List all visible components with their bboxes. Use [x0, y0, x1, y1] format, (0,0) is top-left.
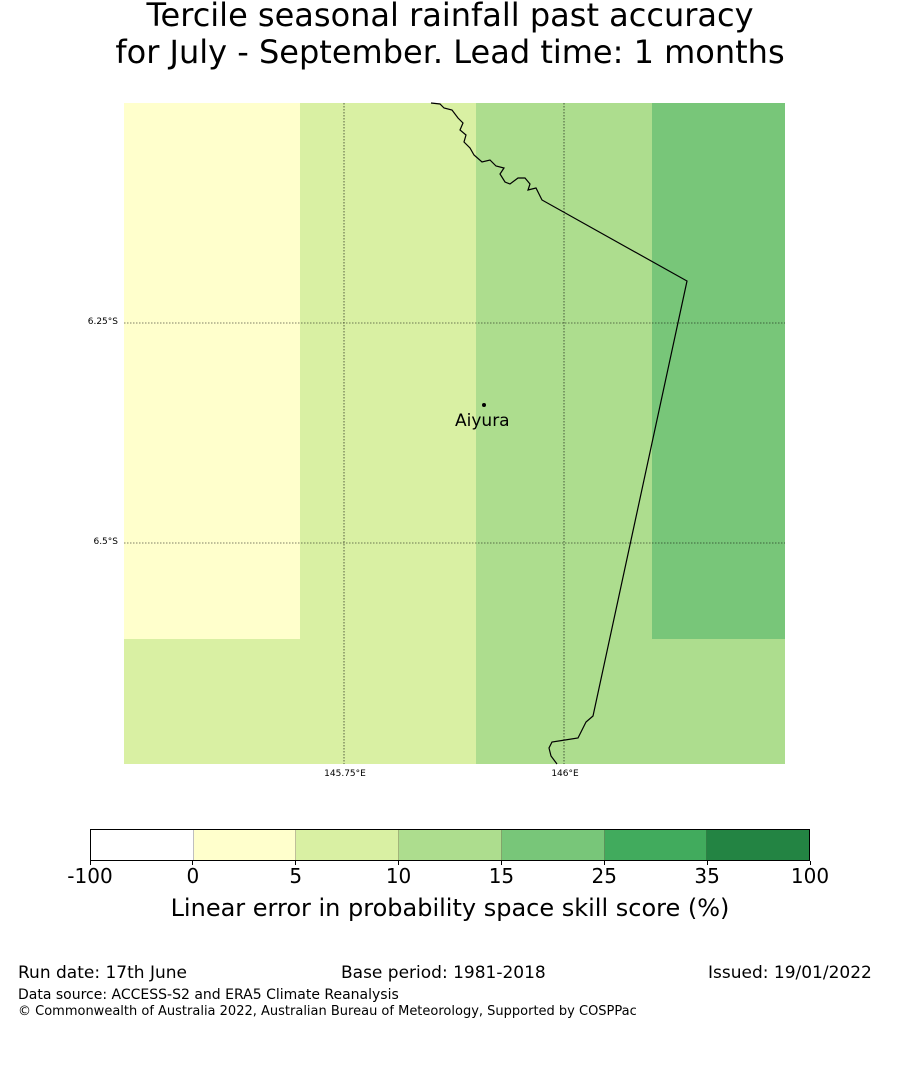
colorbar-tick-mark: [192, 861, 194, 865]
colorbar-tick-mark: [500, 861, 502, 865]
colorbar-segment: [501, 830, 605, 860]
chart-title-line-2: for July - September. Lead time: 1 month…: [115, 33, 785, 71]
run-date: Run date: 17th June: [18, 963, 187, 983]
gridlines: [124, 103, 785, 764]
lat-label-6-5: 6.5°S: [93, 537, 118, 547]
grid-cell: [652, 103, 785, 639]
grid-cell: [300, 639, 476, 764]
lat-label-6-25: 6.25°S: [87, 317, 118, 327]
colorbar-tick-mark: [89, 861, 91, 865]
colorbar-tick-mark: [398, 861, 400, 865]
grid-cell: [652, 639, 785, 764]
boundary-line: [430, 102, 688, 765]
colorbar-tick-mark: [706, 861, 708, 865]
copyright: © Commonwealth of Australia 2022, Austra…: [18, 1004, 637, 1019]
colorbar-segment: [707, 830, 810, 860]
colorbar-tick-label: 10: [385, 864, 412, 888]
colorbar-tick-mark: [295, 861, 297, 865]
issued-date: Issued: 19/01/2022: [708, 963, 872, 983]
colorbar-segment: [296, 830, 400, 860]
grid-cell: [300, 103, 476, 639]
colorbar-tick-label: 0: [186, 864, 200, 888]
colorbar-tick-label: 100: [790, 864, 830, 888]
colorbar-label: Linear error in probability space skill …: [170, 894, 730, 922]
lon-label-145-75: 145.75°E: [324, 769, 366, 779]
colorbar-segment: [399, 830, 502, 860]
data-source: Data source: ACCESS-S2 and ERA5 Climate …: [18, 987, 399, 1003]
colorbar-tick-label: 15: [488, 864, 515, 888]
skill-grid: [124, 103, 785, 764]
place-marker: [482, 403, 486, 407]
chart-title-line-1: Tercile seasonal rainfall past accuracy: [146, 0, 754, 34]
colorbar-tick-mark: [809, 861, 811, 865]
colorbar-segment: [604, 830, 708, 860]
grid-cell: [124, 103, 300, 639]
map-panel: [124, 102, 785, 765]
lon-label-146: 146°E: [551, 769, 579, 779]
colorbar-tick-mark: [603, 861, 605, 865]
colorbar-tick-label: 5: [289, 864, 303, 888]
colorbar: [90, 829, 810, 861]
colorbar-segment: [193, 830, 297, 860]
colorbar-segment: [91, 830, 194, 860]
grid-cell: [124, 639, 300, 764]
colorbar-tick-label: 35: [694, 864, 720, 888]
place-label: Aiyura: [455, 411, 510, 431]
colorbar-tick-label: -100: [67, 864, 113, 888]
colorbar-tick-label: 25: [591, 864, 617, 888]
base-period: Base period: 1981-2018: [341, 963, 546, 983]
